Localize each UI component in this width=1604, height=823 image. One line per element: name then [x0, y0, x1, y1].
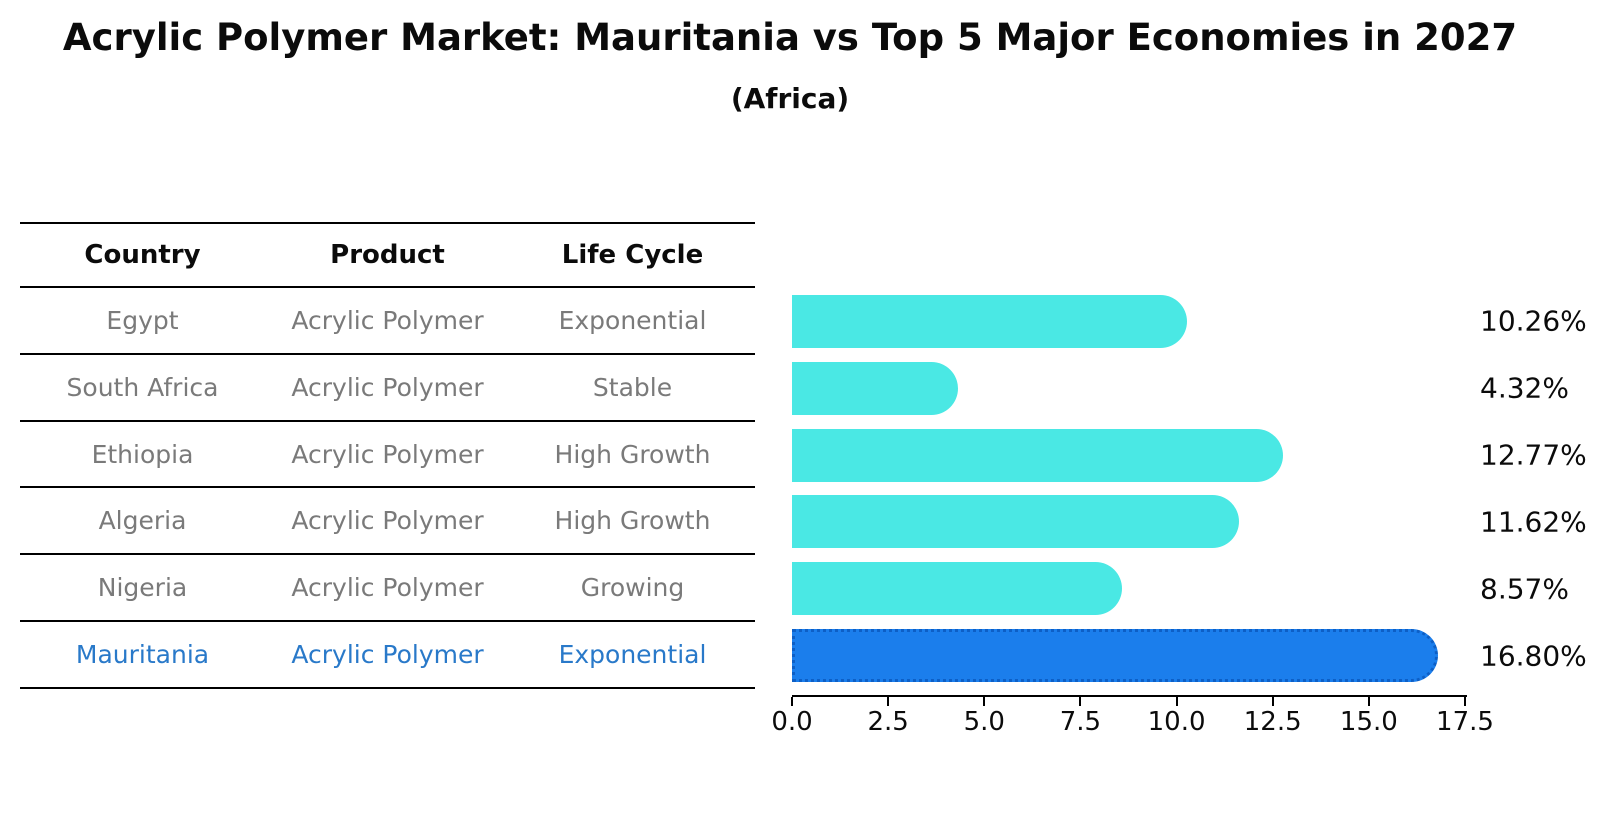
plot-area: [792, 288, 1465, 689]
table-cell-life-cycle: Exponential: [558, 640, 707, 670]
x-tick-label: 17.5: [1436, 707, 1494, 737]
table-cell-country: Algeria: [98, 506, 187, 536]
table-row-nigeria: Nigeria Acrylic Polymer Growing: [20, 555, 755, 623]
x-tick-label: 15.0: [1339, 707, 1398, 737]
table-row-ethiopia: Ethiopia Acrylic Polymer High Growth: [20, 422, 755, 489]
column-header-country: Country: [84, 240, 201, 270]
x-tick-mark: [1367, 697, 1370, 706]
x-tick-label: 12.5: [1243, 707, 1302, 737]
value-label-ethiopia: 12.77%: [1480, 438, 1587, 472]
table-cell-life-cycle: Stable: [592, 372, 673, 402]
x-tick-label: 2.5: [867, 707, 909, 737]
table-cell-product: Acrylic Polymer: [291, 573, 484, 603]
table-cell-product: Acrylic Polymer: [291, 439, 484, 469]
x-tick-label: 0.0: [771, 707, 813, 737]
x-tick-mark: [1079, 697, 1082, 706]
table-row-algeria: Algeria Acrylic Polymer High Growth: [20, 488, 755, 556]
table-cell-product: Acrylic Polymer: [291, 372, 484, 402]
table-cell-country: Ethiopia: [91, 439, 194, 469]
x-axis-line: [792, 695, 1467, 697]
table-cell-country: Nigeria: [97, 573, 188, 603]
value-label-mauritania: 16.80%: [1480, 639, 1587, 673]
x-tick-mark: [1175, 697, 1178, 706]
x-tick-mark: [887, 697, 890, 706]
x-tick-label: 7.5: [1059, 707, 1102, 737]
table-cell-life-cycle: High Growth: [554, 506, 711, 536]
value-label-south-africa: 4.32%: [1480, 371, 1569, 405]
table-cell-life-cycle: Growing: [580, 573, 685, 603]
column-header-product: Product: [330, 240, 445, 270]
x-tick-mark: [1464, 697, 1466, 706]
table-cell-life-cycle: High Growth: [554, 439, 711, 469]
chart-title: Acrylic Polymer Market: Mauritania vs To…: [62, 16, 1518, 59]
x-tick-label: 10.0: [1147, 707, 1206, 737]
value-label-algeria: 11.62%: [1480, 505, 1587, 539]
value-label-nigeria: 8.57%: [1480, 572, 1569, 606]
table-row-south-africa: South Africa Acrylic Polymer Stable: [20, 355, 755, 422]
x-tick-label: 5.0: [963, 707, 1005, 737]
x-tick-mark: [983, 697, 986, 706]
x-tick-mark: [1271, 697, 1274, 706]
x-tick-mark: [791, 697, 793, 706]
table-row-mauritania: Mauritania Acrylic Polymer Exponential: [20, 622, 755, 689]
column-header-life-cycle: Life Cycle: [561, 240, 704, 270]
table-cell-product: Acrylic Polymer: [291, 640, 484, 670]
comparison-table: Country Product Life Cycle Egypt Acrylic …: [20, 222, 755, 689]
table-cell-country: South Africa: [66, 372, 219, 402]
table-cell-country: Egypt: [106, 305, 179, 335]
bar-south-africa: [792, 361, 959, 415]
table-body: Egypt Acrylic Polymer Exponential South Afr…: [20, 288, 755, 689]
table-header-row: Country Product Life Cycle: [20, 222, 755, 288]
chart-subtitle: (Africa): [730, 82, 850, 115]
value-label-egypt: 10.26%: [1480, 304, 1587, 338]
table-cell-country: Mauritania: [75, 640, 210, 670]
table-cell-product: Acrylic Polymer: [291, 506, 484, 536]
table-cell-product: Acrylic Polymer: [291, 305, 484, 335]
table-row-egypt: Egypt Acrylic Polymer Exponential: [20, 288, 755, 355]
bar-egypt: [792, 294, 1187, 348]
bar-nigeria: [792, 562, 1122, 616]
bar-algeria: [792, 495, 1239, 549]
bar-ethiopia: [792, 428, 1284, 482]
bar-mauritania: [792, 629, 1439, 683]
table-cell-life-cycle: Exponential: [558, 305, 707, 335]
